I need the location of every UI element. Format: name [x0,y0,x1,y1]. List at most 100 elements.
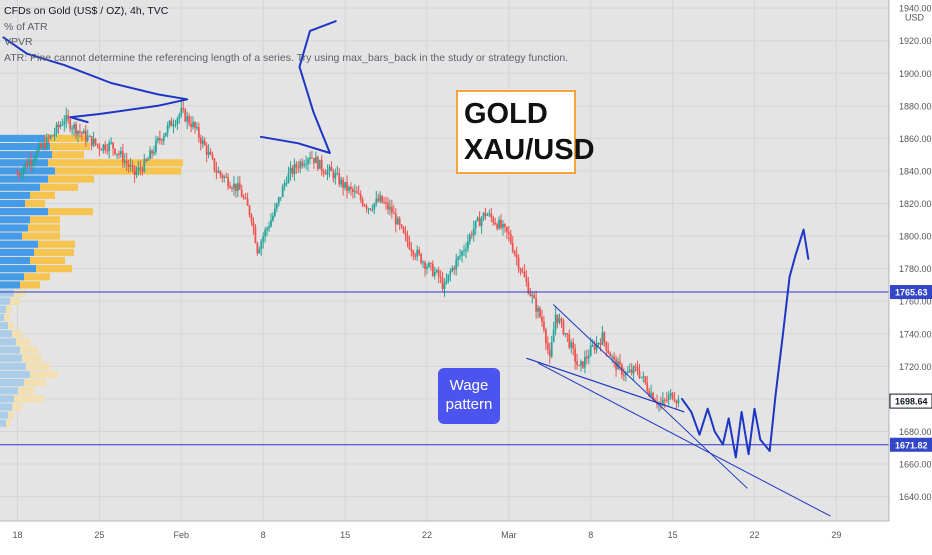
candle-body [677,399,680,404]
candle-body [131,165,134,167]
callout-arrow[interactable] [526,357,685,413]
vp-bar-sell [24,273,50,281]
vp-bar-buy [0,370,30,379]
candle-body [110,142,113,144]
vp-bar-buy [0,191,30,199]
candle-body [61,124,64,126]
candle-body [221,174,224,179]
candle-body [494,222,497,225]
time-tick-label: 18 [13,530,23,540]
candle-body [476,217,479,221]
candle-body [640,376,643,378]
indicator-atr-percent[interactable]: % of ATR [4,20,48,33]
candle-body [552,329,555,343]
candle-body [363,205,366,207]
vp-bar-buy [0,419,6,427]
candle-body [443,283,446,289]
candle-body [632,366,635,374]
candle-body [490,213,493,218]
vp-bar-sell [48,175,94,183]
candle-body [387,202,389,210]
candle-body [578,364,580,366]
candle-body [234,183,237,192]
vp-bar-buy [0,411,8,419]
vp-bar-buy [0,379,24,387]
candle-body [190,123,192,128]
candle-body [244,197,247,199]
candle-body [580,361,582,366]
candle-body [299,161,302,169]
price-label-text: 1698.64 [895,397,928,407]
candle-body [86,136,89,141]
candle-body [533,295,536,299]
grid [0,0,889,521]
candle-body [121,151,124,163]
candle-body [90,135,93,146]
vp-bar-sell [34,248,74,256]
vp-bar-buy [0,142,50,151]
freehand-topleft-stroke[interactable] [2,36,189,124]
candle-body [238,183,241,190]
symbol-title[interactable]: CFDs on Gold (US$ / OZ), 4h, TVC [4,5,169,17]
candle-body [233,183,235,189]
price-label-bg [890,285,932,300]
candle-body [346,182,348,191]
wedge-upper-line[interactable] [552,304,748,489]
candle-body [439,276,442,278]
vp-bar-sell [4,313,10,322]
gold-title-line1: GOLD [464,98,548,130]
candle-body [361,199,364,206]
candle-body [194,122,196,128]
candle-body [334,173,337,179]
vp-bar-buy [0,322,8,330]
freehand-mid-stroke[interactable] [259,20,337,154]
candle-body [116,153,118,155]
candle-body [646,382,649,391]
candle-body [38,144,40,151]
candle-body [254,227,257,243]
vp-bar-sell [22,354,42,362]
candle-body [112,142,114,149]
wedge-lower-line[interactable] [537,362,831,517]
candle-body [445,280,448,284]
candle-body [332,171,335,179]
candle-body [153,151,155,154]
candle-body [515,254,518,258]
indicator-atr-error[interactable]: ATR: Pine cannot determine the referenci… [4,51,569,64]
candle-body [63,121,66,125]
candle-body [192,122,194,128]
vp-bar-buy [0,248,34,256]
price-unit-label: USD [905,13,925,23]
candle-body [424,262,426,269]
candle-body [529,293,532,296]
candle-body [236,183,239,192]
candle-body [572,342,575,349]
freehand-forecast-path[interactable] [681,228,810,459]
candle-body [357,193,360,195]
candle-body [143,159,146,172]
candle-body [396,218,399,225]
candle-body [149,150,152,159]
candle-body [125,160,128,164]
candle-body [326,170,329,175]
price-label-text: 1765.63 [895,288,928,298]
candle-body [568,334,571,348]
vp-bar-buy [0,183,40,191]
candle-body [527,281,530,294]
time-tick-label: 29 [831,530,841,540]
candle-body [51,135,54,137]
time-axis-bg [0,521,889,550]
price-tick-label: 1680.00 [899,427,932,437]
plot-area[interactable] [0,0,889,521]
time-tick-label: 8 [261,530,266,540]
price-tick-label: 1780.00 [899,264,932,274]
candle-body [539,308,541,317]
candle-body [496,224,499,229]
candle-body [28,160,31,167]
candle-body [283,183,286,187]
candle-body [418,249,421,254]
indicator-vpvr[interactable]: VPVR [4,36,33,48]
candle-body [88,135,91,137]
